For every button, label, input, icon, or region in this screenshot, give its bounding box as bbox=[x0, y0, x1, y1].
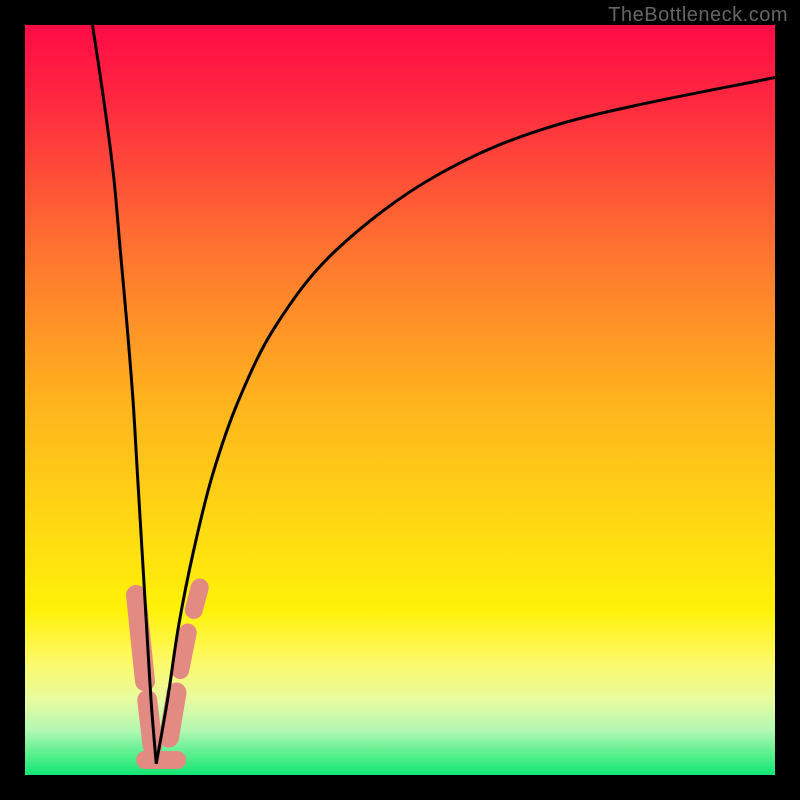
bottleneck-chart bbox=[0, 0, 800, 800]
chart-container: TheBottleneck.com bbox=[0, 0, 800, 800]
watermark-text: TheBottleneck.com bbox=[608, 4, 788, 27]
